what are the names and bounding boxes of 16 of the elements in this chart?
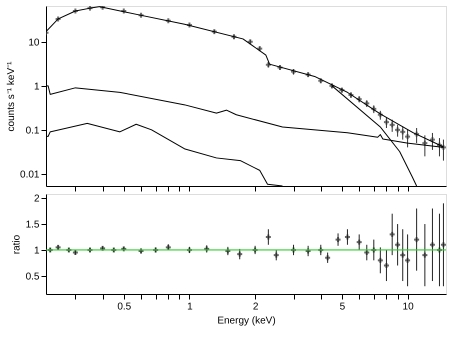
y-axis-title: counts s⁻¹ keV⁻¹ xyxy=(6,60,18,132)
y-tick-label: 10 xyxy=(28,37,40,48)
y-tick-label: 2 xyxy=(34,194,40,205)
y-axis-title: ratio xyxy=(12,234,23,254)
x-axis-title: Energy (keV) xyxy=(217,316,276,326)
x-tick-label: 5 xyxy=(340,302,346,312)
y-tick-label: 1 xyxy=(34,245,40,256)
x-tick-label: 2 xyxy=(252,302,259,312)
x-tick-label: 10 xyxy=(402,302,414,312)
y-tick-label: 0.5 xyxy=(26,271,40,282)
y-tick-label: 0.1 xyxy=(26,125,40,136)
y-tick-label: 1.5 xyxy=(26,220,40,231)
y-tick-label: 1 xyxy=(34,81,40,92)
x-tick-label: 1 xyxy=(187,302,194,312)
x-tick-label: 0.5 xyxy=(117,302,132,312)
y-tick-label: 0.01 xyxy=(20,169,40,180)
